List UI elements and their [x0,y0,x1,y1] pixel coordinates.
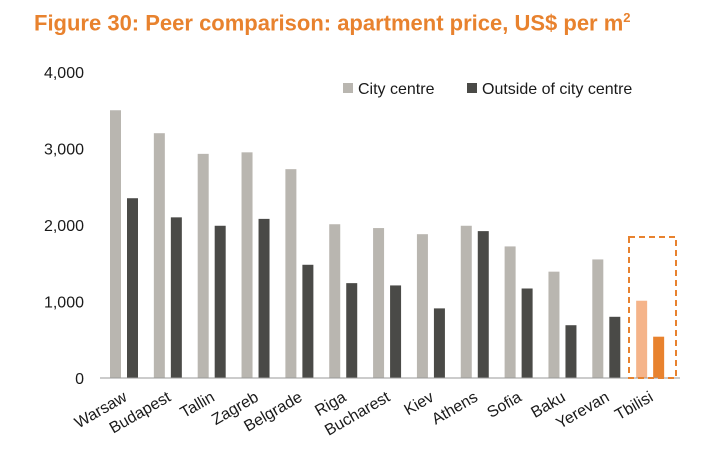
bar-outside-baku [565,325,577,378]
y-tick-label: 1,000 [44,295,84,312]
chart-title-superscript: 2 [623,10,631,25]
bar-city-centre-warsaw [110,110,121,378]
bar-outside-bucharest [390,285,402,378]
bar-city-centre-belgrade [285,169,297,378]
bar-outside-warsaw [127,198,138,378]
bar-outside-athens [477,231,489,378]
legend-swatch-outside [467,83,477,93]
bar-city-centre-bucharest [373,228,385,378]
y-tick-label: 0 [75,371,84,388]
y-tick-label: 3,000 [44,142,84,159]
legend-label-city-centre: City centre [358,81,435,98]
bar-outside-tbilisi [653,336,665,378]
bar-city-centre-tallin [197,153,209,378]
bar-city-centre-baku [548,271,560,378]
x-tick-label-tbilisi: Tbilisi [612,389,656,424]
bar-outside-kiev [433,308,445,378]
bar-outside-zagreb [258,218,270,378]
bar-city-centre-tbilisi [636,300,648,378]
bar-outside-sofia [521,288,533,378]
bar-city-centre-athens [460,225,472,378]
bar-city-centre-riga [329,224,341,378]
bar-outside-yerevan [609,316,621,378]
bar-city-centre-budapest [153,133,165,378]
y-axis: 0 1,000 2,000 3,000 4,000 [44,65,84,388]
chart-title: Figure 30: Peer comparison: apartment pr… [34,10,631,36]
tbilisi-highlight-box [628,236,677,379]
x-tick-label-sofia: Sofia [485,389,525,422]
bar-outside-belgrade [302,264,314,378]
y-tick-label: 2,000 [44,218,84,235]
chart-title-text: Figure 30: Peer comparison: apartment pr… [34,10,624,36]
legend: City centre Outside of city centre [343,81,632,98]
legend-label-outside: Outside of city centre [482,81,632,98]
bar-city-centre-kiev [416,234,428,378]
legend-swatch-city-centre [343,83,353,93]
bar-city-centre-zagreb [241,152,253,378]
bar-outside-budapest [170,217,182,378]
bar-city-centre-yerevan [592,259,604,378]
bar-series [110,110,665,378]
bar-outside-riga [346,283,358,378]
bar-outside-tallin [214,225,226,378]
y-tick-label: 4,000 [44,65,84,82]
bar-city-centre-sofia [504,246,516,378]
x-tick-label-athens: Athens [429,389,481,429]
